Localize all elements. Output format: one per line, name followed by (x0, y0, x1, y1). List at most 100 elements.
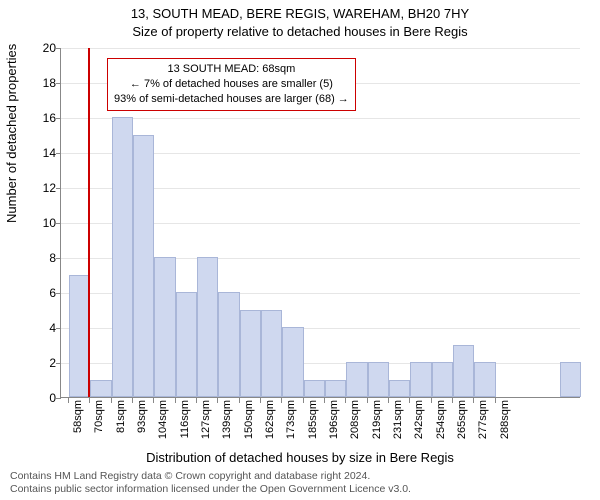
xtick-label: 173sqm (285, 400, 297, 439)
xtick-label: 58sqm (72, 400, 84, 433)
xtick-mark (303, 398, 304, 403)
ytick-mark (56, 83, 61, 84)
ytick-label: 8 (26, 251, 56, 265)
annotation-line-1: 13 SOUTH MEAD: 68sqm (114, 62, 349, 77)
chart-title-line1: 13, SOUTH MEAD, BERE REGIS, WAREHAM, BH2… (0, 6, 600, 21)
histogram-bar (325, 380, 346, 398)
ytick-label: 2 (26, 356, 56, 370)
histogram-bar (282, 327, 303, 397)
histogram-bar (133, 135, 154, 398)
xtick-mark (324, 398, 325, 403)
xtick-mark (68, 398, 69, 403)
ytick-mark (56, 293, 61, 294)
histogram-bar (304, 380, 325, 398)
xtick-label: 70sqm (93, 400, 105, 433)
histogram-bar (176, 292, 197, 397)
xtick-mark (217, 398, 218, 403)
chart-title-line2: Size of property relative to detached ho… (0, 24, 600, 39)
xtick-mark (153, 398, 154, 403)
histogram-bar (240, 310, 261, 398)
ytick-label: 10 (26, 216, 56, 230)
xtick-mark (431, 398, 432, 403)
xtick-label: 93sqm (136, 400, 148, 433)
ytick-label: 12 (26, 181, 56, 195)
annotation-box: 13 SOUTH MEAD: 68sqm← 7% of detached hou… (107, 58, 356, 111)
xtick-mark (132, 398, 133, 403)
xtick-label: 127sqm (200, 400, 212, 439)
xtick-mark (452, 398, 453, 403)
ytick-label: 0 (26, 391, 56, 405)
xtick-label: 219sqm (371, 400, 383, 439)
histogram-bar (261, 310, 282, 398)
xtick-label: 242sqm (413, 400, 425, 439)
xtick-label: 185sqm (307, 400, 319, 439)
xtick-mark (345, 398, 346, 403)
y-axis-label: Number of detached properties (4, 44, 19, 223)
ytick-mark (56, 188, 61, 189)
xtick-mark (409, 398, 410, 403)
histogram-bar (112, 117, 133, 397)
histogram-bar (90, 380, 111, 398)
histogram-bar (218, 292, 239, 397)
annotation-line-2: ← 7% of detached houses are smaller (5) (114, 77, 349, 92)
xtick-label: 254sqm (435, 400, 447, 439)
footer-line-1: Contains HM Land Registry data © Crown c… (10, 470, 411, 483)
histogram-bar (389, 380, 410, 398)
histogram-bar (154, 257, 175, 397)
ytick-label: 16 (26, 111, 56, 125)
annotation-line-3: 93% of semi-detached houses are larger (… (114, 92, 349, 107)
xtick-label: 288sqm (499, 400, 511, 439)
ytick-mark (56, 223, 61, 224)
xtick-mark (388, 398, 389, 403)
histogram-bar (474, 362, 495, 397)
y-ticks: 02468101214161820 (26, 48, 60, 398)
ytick-mark (56, 328, 61, 329)
xtick-label: 277sqm (477, 400, 489, 439)
gridline (61, 48, 580, 49)
chart-plot-area: 13 SOUTH MEAD: 68sqm← 7% of detached hou… (60, 48, 580, 398)
ytick-label: 14 (26, 146, 56, 160)
gridline (61, 118, 580, 119)
xtick-label: 104sqm (157, 400, 169, 439)
xtick-label: 162sqm (264, 400, 276, 439)
ytick-mark (56, 363, 61, 364)
ytick-mark (56, 258, 61, 259)
xtick-mark (175, 398, 176, 403)
histogram-bar (432, 362, 453, 397)
xtick-label: 231sqm (392, 400, 404, 439)
reference-line (88, 48, 90, 397)
ytick-mark (56, 153, 61, 154)
xtick-mark (367, 398, 368, 403)
footer-attribution: Contains HM Land Registry data © Crown c… (10, 470, 411, 496)
xtick-mark (196, 398, 197, 403)
histogram-bar (368, 362, 389, 397)
xtick-label: 265sqm (456, 400, 468, 439)
xtick-label: 139sqm (221, 400, 233, 439)
xtick-mark (281, 398, 282, 403)
ytick-label: 6 (26, 286, 56, 300)
xtick-label: 81sqm (115, 400, 127, 433)
x-ticks: 58sqm 70sqm 81sqm 93sqm 104sqm 116sqm 127sqm 13… (60, 398, 580, 446)
xtick-mark (260, 398, 261, 403)
ytick-mark (56, 118, 61, 119)
histogram-bar (346, 362, 367, 397)
xtick-label: 116sqm (179, 400, 191, 438)
xtick-label: 196sqm (328, 400, 340, 439)
footer-line-2: Contains public sector information licen… (10, 483, 411, 496)
histogram-bar (410, 362, 431, 397)
xtick-label: 150sqm (243, 400, 255, 439)
histogram-bar (453, 345, 474, 398)
xtick-mark (495, 398, 496, 403)
xtick-mark (89, 398, 90, 403)
xtick-mark (111, 398, 112, 403)
x-axis-label: Distribution of detached houses by size … (0, 450, 600, 465)
xtick-label: 208sqm (349, 400, 361, 439)
xtick-mark (239, 398, 240, 403)
xtick-mark (473, 398, 474, 403)
ytick-label: 20 (26, 41, 56, 55)
ytick-label: 4 (26, 321, 56, 335)
ytick-label: 18 (26, 76, 56, 90)
histogram-bar (197, 257, 218, 397)
ytick-mark (56, 48, 61, 49)
histogram-bar (560, 362, 581, 397)
